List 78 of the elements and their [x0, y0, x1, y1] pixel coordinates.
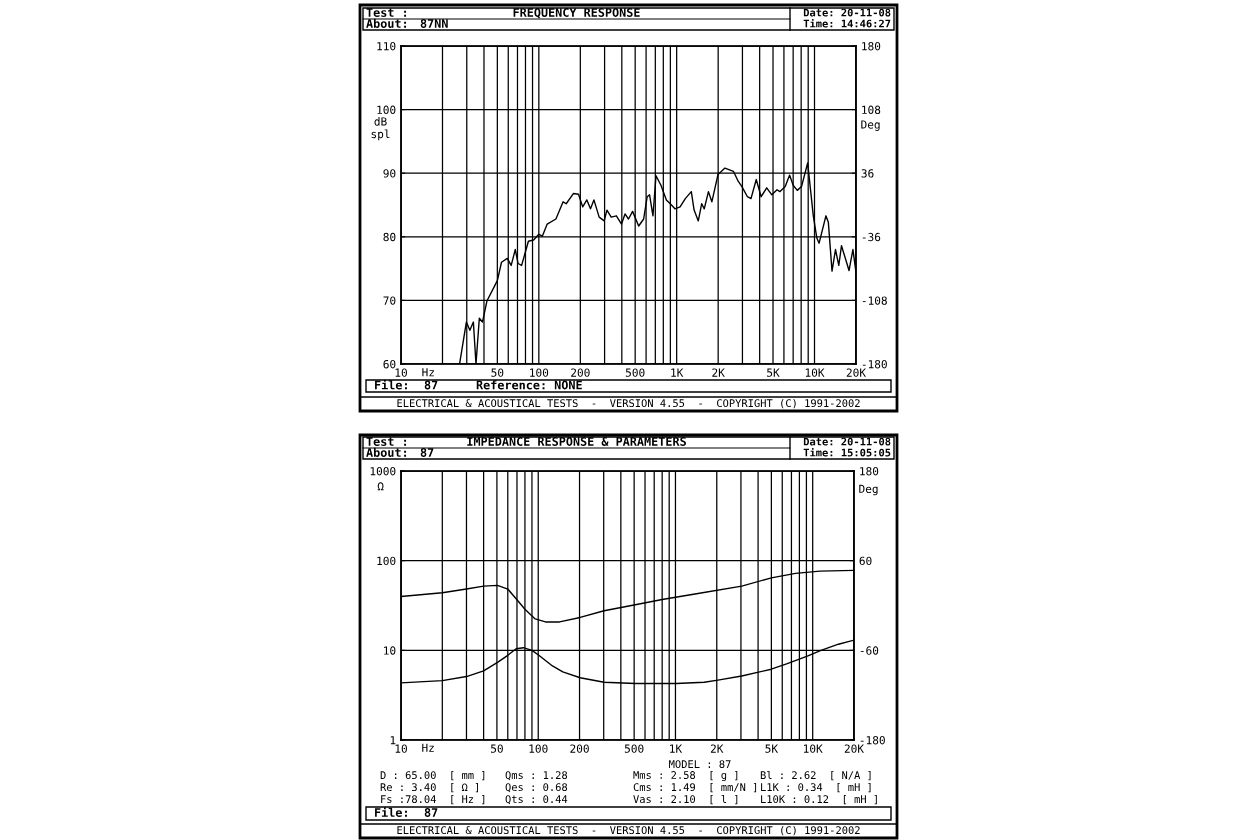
text: Date: 20-11-08: [803, 437, 891, 446]
text: File:: [375, 379, 407, 390]
text: 87: [424, 808, 438, 817]
x-tick-label: 50: [491, 368, 504, 377]
text: ELECTRICAL & ACOUSTICAL TESTS - VERSION 4.55 - COPYRIGHT (C) 1991-2002: [397, 826, 860, 836]
y2-tick-label: 180: [862, 42, 881, 51]
y2-tick-label: 180: [860, 467, 879, 476]
x-tick-label: 2K: [712, 368, 725, 377]
text: File:: [375, 807, 407, 817]
x-tick-label: 200: [570, 744, 589, 753]
y2-tick-label: -36: [862, 232, 881, 242]
x-tick-label: 1K: [671, 368, 684, 377]
x-tick-label: 10K: [805, 368, 825, 377]
y2-tick-label: 60: [859, 556, 872, 566]
y2-axis-title: Deg: [859, 484, 878, 496]
y2-tick-label: -108: [862, 296, 887, 305]
text: Vas : 2.10 [ l ]: [633, 794, 738, 805]
x-tick-label: 100: [530, 368, 549, 377]
y-axis-title: dB spl: [371, 117, 390, 141]
text: Test :: [366, 8, 407, 17]
text: MODEL : 87: [669, 760, 731, 769]
y2-tick-label: -180: [860, 736, 885, 745]
text: Qes : 0.68: [505, 783, 568, 793]
y-tick-label: 100: [377, 556, 396, 566]
text: L10K : 0.12 [ mH ]: [761, 794, 877, 805]
y-axis-title: Ω: [377, 482, 384, 491]
y-tick-label: 70: [383, 296, 396, 305]
x-tick-label: 200: [571, 368, 590, 377]
text: 87NN: [420, 19, 448, 28]
text: Test :: [366, 437, 407, 446]
text: 87: [424, 380, 438, 390]
x-tick-label: 10: [395, 744, 407, 753]
text: L1K : 0.34 [ mH ]: [761, 782, 871, 793]
chart-title: FREQUENCY RESPONSE: [513, 8, 640, 19]
y2-axis-title: Deg: [861, 120, 880, 131]
text: Qts : 0.44: [505, 795, 568, 805]
x-tick-label: 5K: [765, 744, 779, 753]
y-tick-label: 10: [384, 646, 396, 655]
x-tick-label: 1K: [670, 744, 683, 753]
text: Mms : 2.58 [ g ]: [633, 770, 738, 782]
text: Re : 3.40 [ Ω ]: [380, 782, 478, 793]
text: Cms : 1.49 [ mm/N ]: [633, 782, 757, 793]
y-tick-label: 100: [377, 105, 396, 115]
x-tick-label: 500: [625, 368, 645, 377]
text: Reference: NONE: [476, 380, 582, 390]
x-tick-label: 50: [491, 744, 503, 753]
x-axis-title: Hz: [422, 743, 434, 752]
x-tick-label: 500: [624, 744, 644, 753]
x-tick-label: 20K: [844, 744, 864, 753]
text: 87: [420, 448, 434, 457]
x-tick-label: 100: [529, 744, 548, 753]
y-tick-label: 1000: [370, 467, 396, 476]
x-tick-label: 20K: [846, 368, 866, 377]
text: Bl : 2.62 [ N/A ]: [760, 770, 871, 781]
text: Qms : 1.28: [505, 771, 568, 781]
x-tick-label: 10K: [803, 744, 823, 753]
text: Fs :78.04 [ Hz ]: [381, 794, 485, 805]
text: Time: 15:05:05: [803, 447, 891, 457]
y2-tick-label: 36: [861, 169, 874, 178]
x-tick-label: 10: [395, 368, 407, 377]
y-tick-label: 1: [390, 736, 396, 745]
x-axis-title: Hz: [422, 368, 434, 377]
y-tick-label: 80: [383, 232, 396, 242]
text: ELECTRICAL & ACOUSTICAL TESTS - VERSION 4.55 - COPYRIGHT (C) 1991-2002: [397, 399, 860, 409]
x-tick-label: 2K: [710, 744, 724, 753]
y-tick-label: 110: [377, 42, 396, 51]
text: About:: [366, 18, 407, 28]
x-tick-label: 5K: [767, 368, 780, 377]
y2-tick-label: 108: [862, 105, 881, 115]
text: Time: 14:46:27: [803, 18, 891, 28]
y-tick-label: 60: [383, 360, 396, 369]
text: About:: [366, 447, 407, 457]
text: D : 65.00 [ mm ]: [380, 770, 485, 781]
y2-tick-label: -60: [860, 646, 879, 655]
y2-tick-label: -180: [862, 360, 887, 369]
y-tick-label: 90: [383, 169, 396, 178]
chart-title: IMPEDANCE RESPONSE & PARAMETERS: [467, 437, 686, 446]
text: Date: 20-11-08: [803, 8, 891, 17]
